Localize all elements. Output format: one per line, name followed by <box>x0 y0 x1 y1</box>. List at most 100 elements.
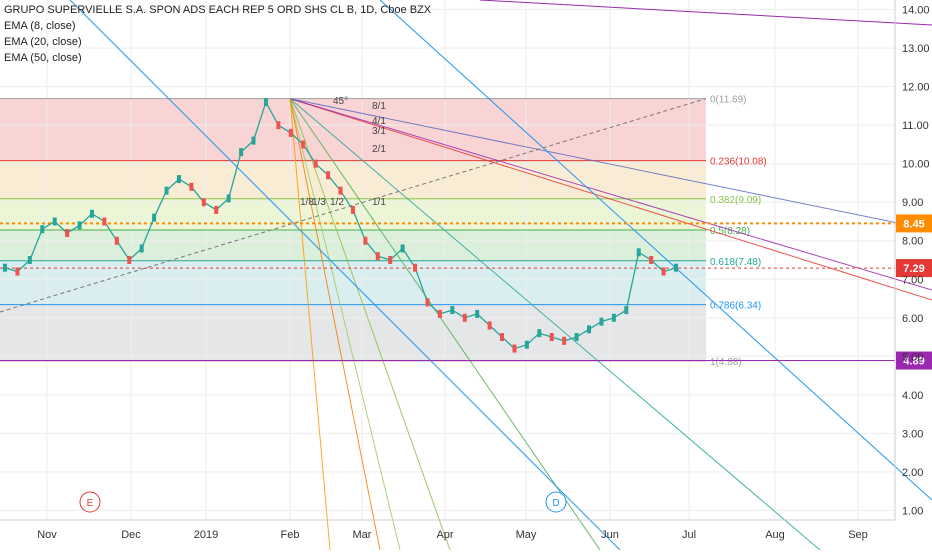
candle <box>500 333 505 342</box>
gann-label: 4/1 <box>372 116 386 127</box>
candle <box>462 313 467 322</box>
candle <box>674 263 678 272</box>
gann-fan-line <box>289 98 932 291</box>
y-tick-label: 13.00 <box>902 43 930 55</box>
fib-level-label: 0(11.69) <box>710 95 747 106</box>
gann-label: 1/3 <box>312 197 326 208</box>
price-tag-text: 4.89 <box>903 356 924 368</box>
y-tick-label: 7.00 <box>902 274 923 286</box>
candle <box>562 336 567 345</box>
fib-band <box>0 229 706 261</box>
price-tag <box>896 351 932 370</box>
x-tick-label: Mar <box>353 529 372 541</box>
candle <box>611 313 616 322</box>
y-tick-label: 4.00 <box>902 390 923 402</box>
gann-fan-line <box>289 98 401 551</box>
gann-fan-line <box>289 98 932 301</box>
fib-band <box>0 304 706 361</box>
fib-level-label: 0.382(9.09) <box>710 195 761 206</box>
event-marker-label: E <box>87 498 94 509</box>
candle <box>375 252 380 261</box>
fib-level-label: 0.236(10.08) <box>710 157 767 168</box>
candle <box>27 256 32 264</box>
x-tick-label: Sep <box>848 529 868 541</box>
fib-level-label: 1(4.88) <box>710 357 742 368</box>
candle <box>338 186 343 195</box>
candle <box>574 333 579 342</box>
candle <box>40 225 45 234</box>
x-tick-label: Dec <box>121 529 141 541</box>
candle <box>661 267 666 276</box>
candle <box>587 325 592 334</box>
candle <box>636 248 641 257</box>
candle <box>350 205 355 214</box>
price-tag <box>896 214 932 233</box>
x-tick-label: Feb <box>281 529 300 541</box>
y-tick-label: 2.00 <box>902 467 923 479</box>
gann-label: 1/1 <box>372 197 386 208</box>
candle <box>102 217 107 226</box>
gann-label: 3/1 <box>372 126 386 137</box>
event-marker <box>79 491 101 513</box>
candle <box>649 256 654 264</box>
candle <box>313 159 318 168</box>
candle <box>388 256 393 264</box>
candle <box>189 182 194 191</box>
gann-fan-line <box>289 98 331 551</box>
x-tick-label: Aug <box>765 529 785 541</box>
fib-band <box>0 198 706 230</box>
chart-legend: GRUPO SUPERVIELLE S.A. SPON ADS EACH REP… <box>4 2 431 66</box>
candle <box>226 194 231 203</box>
x-tick-label: 2019 <box>194 529 218 541</box>
candle <box>363 236 368 245</box>
candle <box>139 244 144 253</box>
gann-label: 1/8 <box>300 197 314 208</box>
y-tick-label: 5.00 <box>902 351 923 363</box>
event-marker <box>545 491 567 513</box>
candle <box>475 309 480 318</box>
y-tick-label: 9.00 <box>902 197 923 209</box>
trend-line <box>379 0 932 501</box>
candle <box>549 333 554 342</box>
gann-fan-line <box>289 98 381 551</box>
gann-fan-line <box>289 98 932 231</box>
event-marker-label: D <box>552 498 559 509</box>
candle <box>450 306 455 315</box>
y-tick-label: 10.00 <box>902 159 930 171</box>
candle <box>127 256 132 264</box>
candle <box>263 98 268 107</box>
candle <box>176 175 181 184</box>
candle <box>487 321 492 330</box>
candle <box>400 244 405 253</box>
gann-label: 1/2 <box>330 197 344 208</box>
gann-label: 8/1 <box>372 101 386 112</box>
y-tick-label: 11.00 <box>902 120 929 132</box>
trend-line <box>479 0 932 26</box>
candle <box>3 263 7 272</box>
gann-fan-line <box>289 98 601 551</box>
legend-ema-20[interactable]: EMA (20, close) <box>4 36 82 48</box>
price-tag-text: 7.29 <box>903 263 924 275</box>
legend-ema-50[interactable]: EMA (50, close) <box>4 52 82 64</box>
legend-ema-8[interactable]: EMA (8, close) <box>4 20 76 32</box>
x-tick-label: May <box>516 529 537 541</box>
price-tag <box>896 259 932 278</box>
candle <box>537 329 542 338</box>
y-tick-label: 1.00 <box>902 505 923 517</box>
candle <box>251 136 256 145</box>
y-tick-label: 12.00 <box>902 82 930 94</box>
candle <box>512 344 517 353</box>
candle <box>89 209 94 218</box>
candle <box>201 198 206 207</box>
trend-line <box>69 0 621 551</box>
candle <box>301 140 306 149</box>
y-tick-label: 14.00 <box>902 5 930 17</box>
fib-band <box>0 98 706 161</box>
candle <box>288 128 293 137</box>
x-tick-label: Jul <box>682 529 696 541</box>
chart-title: GRUPO SUPERVIELLE S.A. SPON ADS EACH REP… <box>4 4 432 16</box>
fib-band <box>0 160 706 199</box>
candle <box>425 298 430 307</box>
